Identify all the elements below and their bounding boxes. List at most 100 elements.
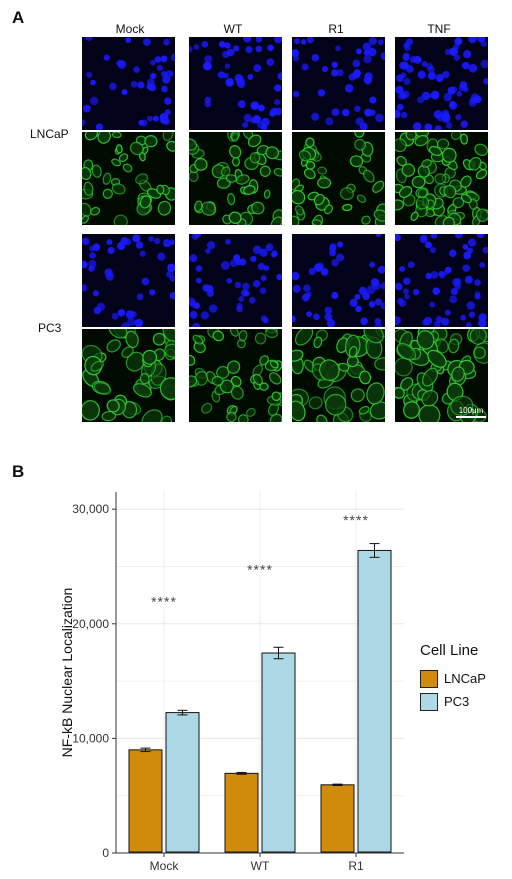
nucleus bbox=[368, 48, 377, 57]
cell bbox=[161, 415, 173, 422]
nucleus bbox=[245, 45, 253, 54]
nucleus bbox=[195, 277, 202, 284]
nucleus bbox=[473, 95, 482, 104]
nucleus bbox=[396, 74, 404, 82]
legend-label-pc3: PC3 bbox=[444, 694, 470, 709]
nucleus bbox=[193, 302, 200, 309]
nucleus bbox=[274, 37, 282, 44]
nucleus bbox=[454, 37, 463, 46]
nucleus bbox=[261, 117, 270, 127]
nucleus bbox=[438, 270, 445, 277]
nucleus bbox=[401, 111, 408, 119]
nucleus bbox=[238, 296, 245, 303]
cell bbox=[101, 410, 117, 422]
panel-b-letter: B bbox=[12, 462, 25, 481]
nucleus bbox=[189, 45, 193, 53]
cell bbox=[263, 189, 271, 199]
cell bbox=[317, 177, 332, 189]
nucleus bbox=[82, 260, 88, 269]
nucleus bbox=[240, 289, 249, 297]
nucleus bbox=[377, 39, 384, 46]
nucleus bbox=[421, 61, 428, 67]
nucleus bbox=[466, 301, 476, 310]
nucleus bbox=[462, 86, 469, 92]
cell bbox=[475, 169, 488, 180]
nucleus bbox=[433, 110, 443, 119]
nucleus bbox=[425, 62, 433, 70]
nucleus bbox=[450, 86, 458, 94]
nucleus bbox=[221, 261, 230, 270]
nucleus bbox=[205, 248, 211, 254]
cell bbox=[342, 203, 353, 212]
cell bbox=[363, 329, 384, 344]
micrograph-tile bbox=[395, 37, 488, 130]
cell bbox=[231, 132, 239, 142]
micrograph-tile bbox=[189, 329, 282, 422]
nucleus bbox=[430, 271, 439, 279]
cell bbox=[268, 372, 282, 385]
cell bbox=[474, 143, 488, 156]
nucleus bbox=[468, 63, 478, 73]
nucleus bbox=[88, 265, 95, 272]
nucleus bbox=[449, 295, 458, 304]
cell bbox=[410, 211, 419, 221]
nucleus bbox=[331, 258, 339, 267]
cell bbox=[460, 133, 469, 145]
cell bbox=[82, 166, 92, 181]
nucleus bbox=[247, 73, 254, 80]
cell bbox=[246, 407, 256, 417]
nucleus bbox=[462, 264, 471, 273]
nucleus bbox=[450, 287, 459, 296]
cell bbox=[427, 349, 447, 368]
nucleus bbox=[368, 301, 376, 308]
nucleus bbox=[166, 270, 174, 278]
nucleus bbox=[421, 91, 431, 101]
nucleus bbox=[136, 293, 144, 301]
nucleus bbox=[125, 37, 132, 44]
nucleus bbox=[82, 119, 86, 126]
nucleus bbox=[252, 280, 261, 288]
cell bbox=[113, 214, 128, 225]
nucleus bbox=[455, 114, 462, 121]
nucleus bbox=[167, 263, 175, 273]
cell bbox=[189, 354, 196, 366]
nucleus bbox=[263, 265, 270, 271]
nucleus bbox=[360, 317, 369, 326]
bar-chart: 0 10,000 20,000 30,000 NF-kB Nuclear Localiz… bbox=[59, 492, 404, 873]
cell bbox=[157, 200, 172, 216]
nucleus bbox=[476, 234, 485, 238]
nucleus bbox=[165, 69, 174, 78]
nucleus bbox=[441, 112, 451, 122]
nucleus bbox=[117, 241, 126, 251]
nucleus bbox=[456, 91, 463, 97]
nucleus bbox=[337, 241, 344, 248]
cell bbox=[226, 360, 241, 374]
micrograph-tile bbox=[395, 132, 488, 225]
bar-pc3-r1 bbox=[357, 549, 392, 853]
nucleus bbox=[419, 235, 428, 244]
nucleus bbox=[266, 58, 275, 67]
nucleus bbox=[189, 254, 198, 263]
cell bbox=[311, 219, 323, 225]
cell bbox=[405, 132, 417, 141]
micrograph-tile bbox=[292, 234, 385, 327]
cell bbox=[354, 138, 367, 151]
nucleus bbox=[106, 239, 113, 246]
nucleus bbox=[248, 296, 256, 304]
y-tick-label: 10,000 bbox=[72, 731, 109, 745]
cell bbox=[135, 173, 149, 185]
cell bbox=[417, 188, 428, 198]
nucleus bbox=[146, 115, 153, 122]
nucleus bbox=[399, 265, 406, 272]
nucleus bbox=[204, 100, 212, 108]
nucleus bbox=[292, 271, 300, 281]
nucleus bbox=[326, 319, 336, 327]
nucleus bbox=[425, 241, 432, 249]
nucleus bbox=[478, 318, 487, 327]
cell bbox=[269, 413, 282, 422]
nucleus bbox=[161, 85, 168, 93]
cell bbox=[273, 168, 282, 177]
cell bbox=[366, 382, 385, 405]
cell bbox=[194, 157, 208, 171]
nucleus bbox=[362, 42, 372, 52]
